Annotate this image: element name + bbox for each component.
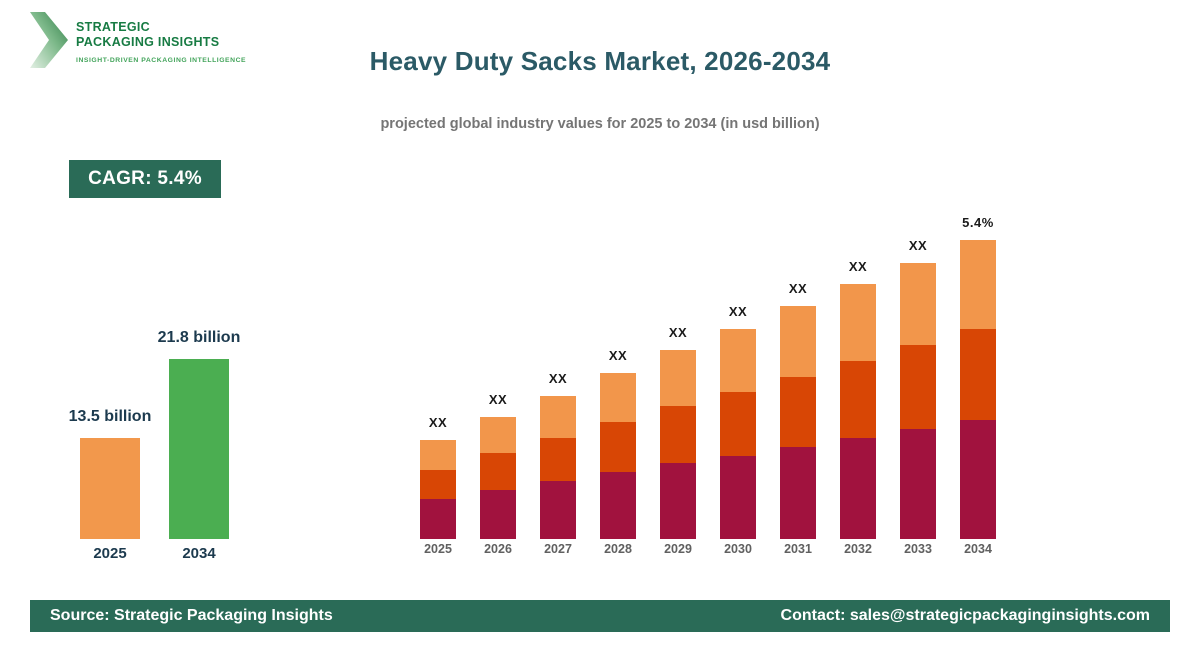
bar — [169, 359, 229, 539]
axis-tick-label: 2026 — [484, 542, 512, 556]
axis-tick-label: 2025 — [424, 542, 452, 556]
bar-value-label: 13.5 billion — [68, 408, 152, 425]
segment-top — [480, 417, 516, 453]
segment-middle — [780, 377, 816, 447]
axis-tick-label: 2030 — [724, 542, 752, 556]
segment-top — [960, 240, 996, 329]
mini-bar-column: 21.8 billion 2034 — [158, 309, 241, 562]
stacked-bar-column: XX 2032 — [840, 200, 876, 556]
axis-tick-label: 2027 — [544, 542, 572, 556]
stacked-bar-column: XX 2029 — [660, 200, 696, 556]
segment-bottom — [480, 490, 516, 539]
logo-text: STRATEGIC PACKAGING INSIGHTS INSIGHT-DRI… — [76, 12, 246, 64]
logo-name-line1: STRATEGIC — [76, 20, 150, 34]
axis-tick-label: 2025 — [93, 545, 127, 562]
segment-bottom — [660, 463, 696, 539]
segment-middle — [600, 422, 636, 472]
summary-comparison-chart: 13.5 billion 2025 21.8 billion 2034 — [69, 309, 241, 562]
logo-tagline: INSIGHT-DRIVEN PACKAGING INTELLIGENCE — [76, 57, 247, 64]
logo-name-line2: PACKAGING INSIGHTS — [76, 35, 220, 49]
page-subtitle: projected global industry values for 202… — [380, 116, 820, 132]
segment-bottom — [900, 429, 936, 539]
axis-tick-label: 2028 — [604, 542, 632, 556]
page-title: Heavy Duty Sacks Market, 2026-2034 — [369, 46, 831, 76]
segment-middle — [420, 470, 456, 499]
bar-value-label: XX — [728, 304, 748, 319]
mini-bar-column: 13.5 billion 2025 — [69, 309, 152, 562]
segment-top — [540, 396, 576, 438]
segment-bottom — [600, 472, 636, 539]
bar — [80, 438, 140, 539]
bar-value-label: XX — [428, 415, 448, 430]
bar-value-label: XX — [668, 325, 688, 340]
logo-chevron-icon — [30, 12, 68, 68]
segment-bottom — [420, 499, 456, 539]
segment-top — [660, 350, 696, 406]
stacked-bar-column: XX 2033 — [900, 200, 936, 556]
footer-contact: Contact: sales@strategicpackaginginsight… — [780, 607, 1150, 624]
segment-top — [840, 284, 876, 361]
segment-middle — [840, 361, 876, 438]
segment-top — [780, 306, 816, 377]
segment-top — [600, 373, 636, 422]
bar-value-label: XX — [608, 348, 628, 363]
axis-tick-label: 2029 — [664, 542, 692, 556]
bar-value-label: XX — [788, 281, 808, 296]
bar-value-label: XX — [848, 259, 868, 274]
segment-middle — [480, 453, 516, 490]
bar-value-label: 21.8 billion — [157, 329, 241, 346]
bar-value-label: XX — [908, 238, 928, 253]
bar-value-label: 5.4% — [962, 215, 994, 230]
stacked-bar-column: XX 2027 — [540, 200, 576, 556]
axis-tick-label: 2031 — [784, 542, 812, 556]
stacked-bar-column: XX 2030 — [720, 200, 756, 556]
stacked-bar-column: XX 2031 — [780, 200, 816, 556]
segment-bottom — [780, 447, 816, 539]
segment-bottom — [540, 481, 576, 539]
axis-tick-label: 2033 — [904, 542, 932, 556]
axis-tick-label: 2034 — [182, 545, 216, 562]
logo: STRATEGIC PACKAGING INSIGHTS INSIGHT-DRI… — [30, 12, 246, 68]
stacked-bar-column: XX 2028 — [600, 200, 636, 556]
axis-tick-label: 2034 — [964, 542, 992, 556]
segment-middle — [900, 345, 936, 429]
stacked-bar-column: XX 2025 — [420, 200, 456, 556]
stacked-bar-column: 5.4% 2034 — [960, 200, 996, 556]
cagr-badge: CAGR: 5.4% — [69, 160, 221, 198]
segment-top — [420, 440, 456, 470]
bar-value-label: XX — [548, 371, 568, 386]
segment-middle — [720, 392, 756, 456]
segment-middle — [540, 438, 576, 481]
segment-bottom — [720, 456, 756, 539]
stacked-bar-column: XX 2026 — [480, 200, 516, 556]
segment-top — [720, 329, 756, 392]
segment-middle — [960, 329, 996, 420]
bar-value-label: XX — [488, 392, 508, 407]
stacked-bar-chart: XX 2025 XX 2026 XX 2027 XX 2028 XX 2029 XX 2030 XX 20… — [420, 200, 996, 556]
segment-top — [900, 263, 936, 345]
segment-bottom — [960, 420, 996, 539]
footer-bar: Source: Strategic Packaging Insights Con… — [30, 600, 1170, 632]
axis-tick-label: 2032 — [844, 542, 872, 556]
footer-source: Source: Strategic Packaging Insights — [50, 607, 333, 624]
segment-bottom — [840, 438, 876, 539]
segment-middle — [660, 406, 696, 463]
